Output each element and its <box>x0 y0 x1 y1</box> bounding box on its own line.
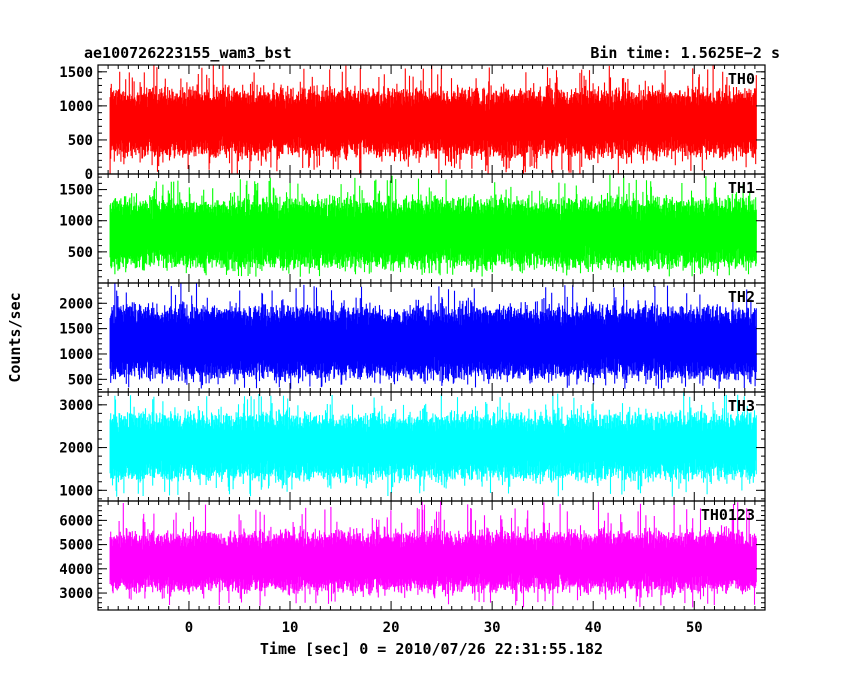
y-tick-label: 1000 <box>59 214 93 230</box>
y-tick-label: 1500 <box>59 183 93 199</box>
x-axis-label: Time [sec] 0 = 2010/07/26 22:31:55.182 <box>260 640 603 658</box>
series-th0-line <box>109 65 757 174</box>
panel-label-th3: TH3 <box>728 397 755 415</box>
y-tick-label: 1000 <box>59 99 93 115</box>
panel-label-th0: TH0 <box>728 70 755 88</box>
object-name-title: ae100726223155_wam3_bst <box>84 44 292 62</box>
y-tick-label: 500 <box>68 133 93 149</box>
y-tick-label: 2000 <box>59 296 93 312</box>
x-tick-label: 30 <box>484 620 501 636</box>
y-tick-label: 500 <box>68 372 93 388</box>
y-tick-label: 1000 <box>59 483 93 499</box>
y-tick-label: 500 <box>68 245 93 261</box>
y-tick-label: 3000 <box>59 586 93 602</box>
y-tick-label: 4000 <box>59 562 93 578</box>
x-tick-label: 20 <box>383 620 400 636</box>
y-tick-label: 1500 <box>59 322 93 338</box>
y-tick-label: 1000 <box>59 347 93 363</box>
y-tick-label: 1500 <box>59 65 93 81</box>
panel-th3: 1000 2000 3000 TH3 <box>59 391 766 502</box>
panel-th0123: 3000 4000 5000 6000 TH0123 <box>59 500 766 611</box>
panel-label-th2: TH2 <box>728 288 755 306</box>
series-th2-line <box>109 283 757 389</box>
series-th1-line <box>109 174 757 277</box>
panel-label-th1: TH1 <box>728 179 755 197</box>
y-tick-label: 0 <box>85 167 93 183</box>
panel-th2: 500 1000 1500 2000 TH2 <box>59 282 766 393</box>
x-tick-label: 50 <box>686 620 703 636</box>
panel-th1: 500 1000 1500 TH1 <box>59 173 766 284</box>
x-tick-label: 40 <box>585 620 602 636</box>
series-th0123-line <box>109 501 757 608</box>
y-tick-label: 3000 <box>59 398 93 414</box>
series-th3-line <box>109 392 757 497</box>
y-axis-label: Counts/sec <box>6 292 24 382</box>
x-tick-label: 10 <box>282 620 299 636</box>
y-tick-label: 2000 <box>59 441 93 457</box>
y-tick-label: 5000 <box>59 538 93 554</box>
bin-time-label: Bin time: 1.5625E−2 s <box>590 44 780 62</box>
x-tick-label: 0 <box>185 620 193 636</box>
panel-label-th0123: TH0123 <box>701 506 755 524</box>
y-tick-label: 6000 <box>59 513 93 529</box>
panel-th0: 0 500 1000 1500 TH0 <box>59 64 766 183</box>
